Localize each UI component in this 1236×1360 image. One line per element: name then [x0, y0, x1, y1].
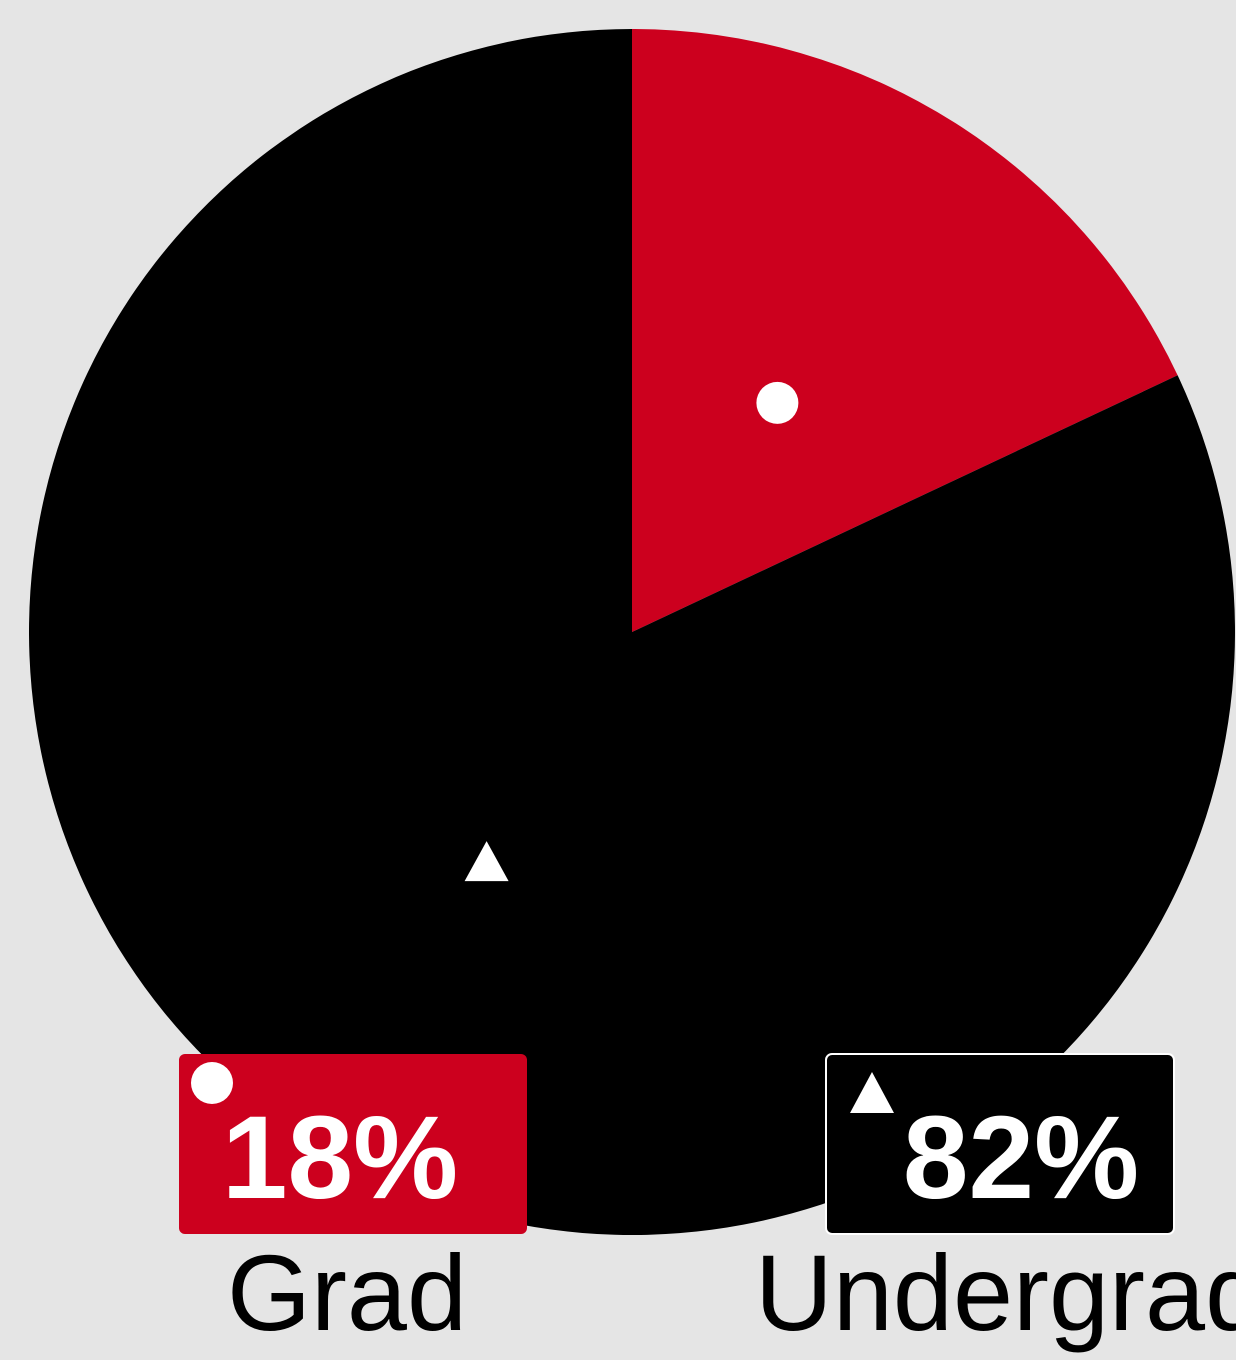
legend-item-undergrad: 82% Undergrad — [755, 1053, 1236, 1353]
pie-slice-undergrad — [28, 29, 1235, 1235]
slice-markers — [464, 381, 799, 882]
slice-marker-circle-icon — [756, 381, 799, 424]
grad-percent-label: 18% — [222, 1092, 458, 1224]
undergrad-label-box — [825, 1053, 1175, 1235]
slice-marker-triangle-icon — [464, 841, 509, 882]
undergrad-legend-marker-icon — [850, 1072, 894, 1113]
grad-label-box — [179, 1054, 527, 1234]
pie-slice-grad — [632, 29, 1178, 632]
grad-legend-marker-icon — [191, 1062, 233, 1104]
pie-slices — [28, 29, 1235, 1235]
legend-item-grad: 18% Grad — [179, 1054, 527, 1353]
undergrad-category-label: Undergrad — [755, 1232, 1236, 1353]
undergrad-percent-label: 82% — [903, 1092, 1139, 1224]
grad-category-label: Grad — [227, 1232, 467, 1353]
